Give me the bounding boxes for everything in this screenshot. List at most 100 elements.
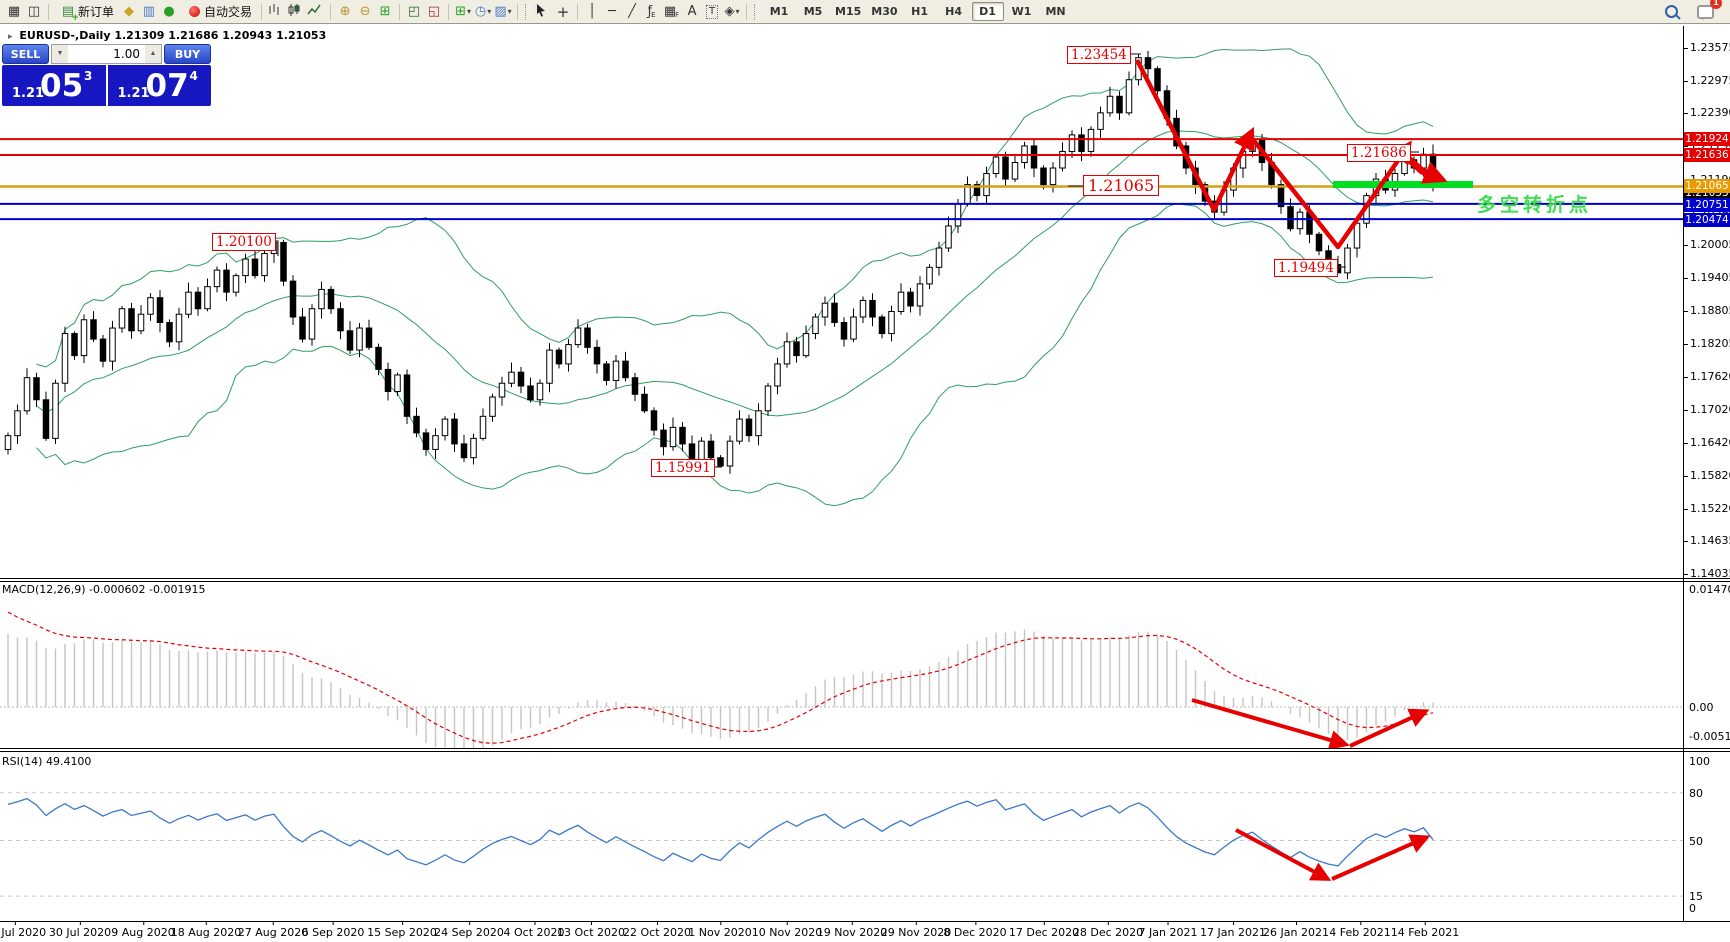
arrows-dropdown[interactable]: ◈ ▾ bbox=[724, 4, 740, 19]
autotrading-button[interactable]: 自动交易 bbox=[180, 2, 256, 21]
notifications-icon[interactable]: 1 bbox=[1696, 0, 1722, 21]
candle bbox=[508, 371, 515, 384]
timeframe-button-m1[interactable]: M1 bbox=[769, 5, 789, 18]
price-tag: 1.21065 bbox=[1684, 179, 1730, 193]
timeframe-button-h4[interactable]: H4 bbox=[945, 5, 962, 18]
candle bbox=[1097, 112, 1104, 130]
price-annotation-box[interactable]: 1.19494 bbox=[1274, 259, 1338, 277]
zoom-out-icon[interactable]: ⊖ bbox=[359, 4, 371, 19]
candlestick-chart-icon[interactable] bbox=[287, 3, 305, 21]
templates-dropdown[interactable]: ▨ ▾ bbox=[494, 4, 512, 19]
candle bbox=[641, 393, 648, 412]
price-tick-label: 1.14035 bbox=[1684, 567, 1730, 580]
candle bbox=[1030, 145, 1038, 169]
timeframe-button-h1[interactable]: H1 bbox=[911, 5, 928, 18]
candle bbox=[1144, 57, 1152, 70]
timeframe-button-d1[interactable]: D1 bbox=[971, 2, 1004, 21]
buy-price-big: 07 bbox=[145, 68, 189, 104]
sell-quote[interactable]: 1.21 05 3 bbox=[2, 65, 108, 106]
fibonacci-icon[interactable]: ▦ F bbox=[663, 4, 680, 19]
window-icon[interactable]: ▦ bbox=[7, 4, 21, 19]
auto-scroll-icon[interactable]: ◰ bbox=[407, 4, 421, 19]
trend-arrow[interactable] bbox=[1349, 708, 1430, 748]
quote-panel: 1.21 05 3 1.21 07 4 bbox=[2, 65, 211, 106]
candle bbox=[736, 418, 743, 442]
trend-arrow[interactable] bbox=[1331, 834, 1431, 881]
trend-arrow[interactable] bbox=[1134, 58, 1255, 213]
rsi-axis-label: 100 bbox=[1689, 755, 1710, 768]
candle bbox=[1154, 68, 1161, 92]
cursor-icon[interactable] bbox=[534, 3, 552, 21]
line-chart-icon[interactable] bbox=[307, 3, 325, 21]
volume-decrease-button[interactable]: ▼ bbox=[52, 45, 68, 63]
date-label: 14 Feb 2021 bbox=[1390, 921, 1460, 939]
search-icon[interactable] bbox=[1662, 3, 1680, 21]
trend-arrow[interactable] bbox=[1191, 698, 1350, 748]
panel-separator[interactable] bbox=[0, 748, 1730, 749]
timeframe-button-mn[interactable]: MN bbox=[1045, 5, 1066, 18]
text-label-tool-icon[interactable]: T bbox=[703, 3, 721, 21]
periods-clock-dropdown[interactable]: ◷ ▾ bbox=[474, 4, 492, 19]
candle bbox=[831, 302, 838, 324]
price-annotation-box[interactable]: 1.21065 bbox=[1083, 175, 1160, 196]
new-order-button[interactable]: ▤ + 新订单 bbox=[54, 2, 118, 23]
bar-chart-icon[interactable] bbox=[267, 3, 285, 21]
price-annotation-box[interactable]: 1.21686 bbox=[1347, 144, 1411, 162]
horizontal-line-icon[interactable]: ─ bbox=[608, 4, 616, 19]
volume-input[interactable] bbox=[68, 45, 145, 63]
candle bbox=[1277, 184, 1285, 208]
price-annotation-box[interactable]: 1.15991 bbox=[651, 459, 715, 477]
tile-windows-icon[interactable]: ⊞ bbox=[379, 4, 391, 19]
market-watch-icon[interactable]: ▥ bbox=[142, 4, 156, 19]
horizontal-level-lines bbox=[0, 138, 1683, 221]
timeframe-button-m30[interactable]: M30 bbox=[871, 5, 898, 18]
candle bbox=[251, 258, 259, 277]
trend-arrow[interactable] bbox=[1235, 828, 1332, 881]
indicators-dropdown[interactable]: ⊞ ▾ bbox=[455, 4, 471, 19]
price-annotation-box[interactable]: 1.20100 bbox=[212, 233, 276, 251]
candle bbox=[223, 269, 230, 293]
buy-quote[interactable]: 1.21 07 4 bbox=[108, 65, 212, 106]
crosshair-icon[interactable]: + bbox=[556, 2, 570, 21]
chart-profile-icon[interactable]: ◆ bbox=[124, 4, 135, 19]
vertical-line-icon[interactable]: │ bbox=[588, 4, 596, 19]
data-window-icon[interactable]: ● bbox=[163, 4, 175, 19]
pivot-green-line[interactable] bbox=[1333, 181, 1473, 188]
time-axis-line bbox=[0, 921, 1730, 922]
candle bbox=[118, 308, 126, 329]
candle bbox=[593, 346, 601, 365]
buy-button[interactable]: BUY bbox=[164, 44, 211, 64]
date-label: 4 Feb 2021 bbox=[1329, 921, 1391, 939]
candle bbox=[631, 377, 639, 395]
price-tag: 1.21924 bbox=[1684, 132, 1730, 146]
volume-increase-button[interactable]: ▲ bbox=[145, 45, 161, 63]
candle bbox=[1087, 128, 1095, 152]
candle bbox=[907, 291, 914, 307]
label-glyph: T bbox=[705, 4, 719, 19]
timeframe-button-m5[interactable]: M5 bbox=[803, 5, 823, 18]
candle bbox=[413, 415, 420, 434]
candle bbox=[688, 443, 696, 461]
timeframe-button-m15[interactable]: M15 bbox=[835, 5, 862, 18]
zoom-in-icon[interactable]: ⊕ bbox=[339, 4, 351, 19]
candle bbox=[992, 156, 1000, 175]
candle bbox=[679, 426, 686, 445]
candle bbox=[745, 418, 753, 437]
candle bbox=[954, 203, 962, 227]
candle bbox=[945, 225, 952, 249]
timeframe-button-w1[interactable]: W1 bbox=[1011, 5, 1032, 18]
chart-shift-icon[interactable]: ◱ bbox=[427, 4, 441, 19]
trendline-icon[interactable]: ╱ bbox=[628, 4, 636, 19]
text-tool-icon[interactable]: A bbox=[683, 3, 701, 21]
macd-panel bbox=[0, 611, 1683, 748]
trend-arrow[interactable] bbox=[1249, 135, 1412, 250]
panel-separator[interactable] bbox=[0, 581, 1730, 582]
panel-separator[interactable] bbox=[0, 751, 1730, 752]
sell-button[interactable]: SELL bbox=[2, 44, 49, 64]
candle bbox=[1011, 161, 1019, 180]
price-annotation-box[interactable]: 1.23454 bbox=[1067, 46, 1131, 64]
panel-separator[interactable] bbox=[0, 578, 1730, 579]
chart-preview-icon[interactable]: ◫ bbox=[27, 4, 41, 19]
price-tick-label: 1.18805 bbox=[1684, 304, 1730, 317]
